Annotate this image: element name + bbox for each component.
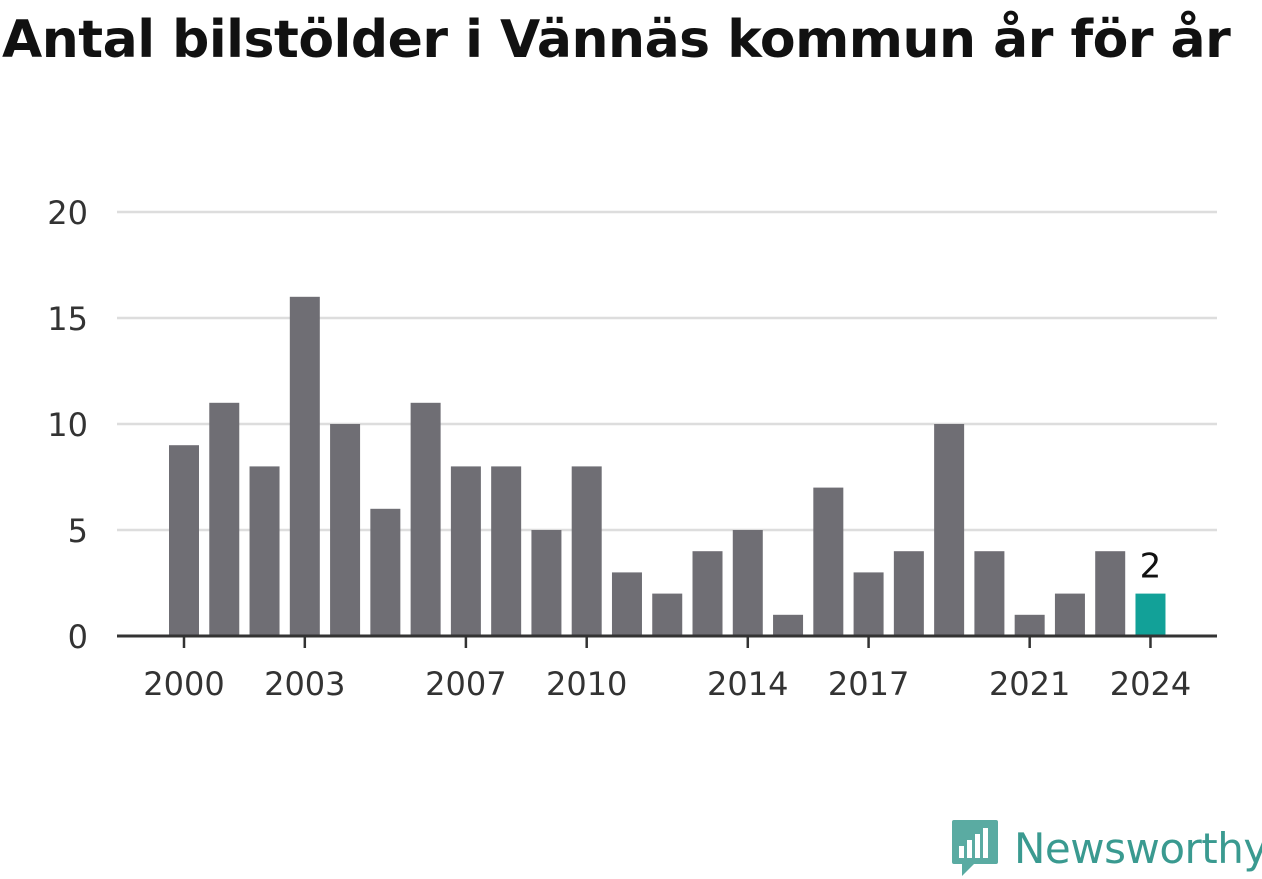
bar-2002 <box>249 466 280 636</box>
x-tick-label: 2003 <box>264 665 345 703</box>
bar-2010 <box>571 466 602 636</box>
x-tick-label: 2000 <box>143 665 224 703</box>
x-axis: 2000 2003 2007 2010 2014 2017 2021 2024 <box>117 634 1217 703</box>
bar-2018 <box>893 551 924 636</box>
bar-2022 <box>1054 593 1085 636</box>
bar-2013 <box>692 551 723 636</box>
x-tick-label: 2017 <box>828 665 909 703</box>
x-tick-label: 2024 <box>1110 665 1191 703</box>
brand-name: Newsworthy <box>1014 823 1262 873</box>
bar-2008 <box>491 466 522 636</box>
data-label-2024: 2 <box>1140 547 1162 587</box>
data-labels: 2 <box>1140 547 1162 587</box>
bar-2017 <box>853 572 884 636</box>
y-tick-label: 10 <box>47 406 88 444</box>
bar-2003 <box>289 296 320 636</box>
y-tick-label: 20 <box>47 194 88 232</box>
bar-2019 <box>934 424 965 636</box>
y-tick-label: 15 <box>47 300 88 338</box>
x-tick-label: 2014 <box>707 665 788 703</box>
bar-2020 <box>974 551 1005 636</box>
newsworthy-logo: Newsworthy <box>950 818 1262 878</box>
gridlines <box>117 210 1217 532</box>
bar-2012 <box>652 593 683 636</box>
bar-2000 <box>169 445 199 636</box>
y-tick-label: 5 <box>68 512 88 550</box>
bar-2006 <box>410 402 441 636</box>
bar-2023 <box>1095 551 1126 636</box>
bar-2015 <box>773 614 804 636</box>
bar-2001 <box>209 402 240 636</box>
bar-2024 <box>1135 593 1166 636</box>
newsworthy-logo-icon <box>952 820 998 876</box>
bar-2009 <box>531 530 562 636</box>
bar-2004 <box>330 424 361 636</box>
y-tick-label: 0 <box>68 618 88 656</box>
bar-2014 <box>732 530 763 636</box>
bar-2005 <box>370 508 401 636</box>
x-tick-label: 2007 <box>425 665 506 703</box>
bar-2016 <box>813 487 844 636</box>
bar-2011 <box>611 572 642 636</box>
bar-2021 <box>1014 614 1045 636</box>
x-tick-label: 2021 <box>989 665 1070 703</box>
y-axis-ticks: 0 5 10 15 20 <box>47 194 88 656</box>
bar-2007 <box>450 466 481 636</box>
x-tick-label: 2010 <box>546 665 627 703</box>
bars <box>169 296 1166 636</box>
chart-title: Antal bilstölder i Vännäs kommun år för … <box>2 10 1231 70</box>
